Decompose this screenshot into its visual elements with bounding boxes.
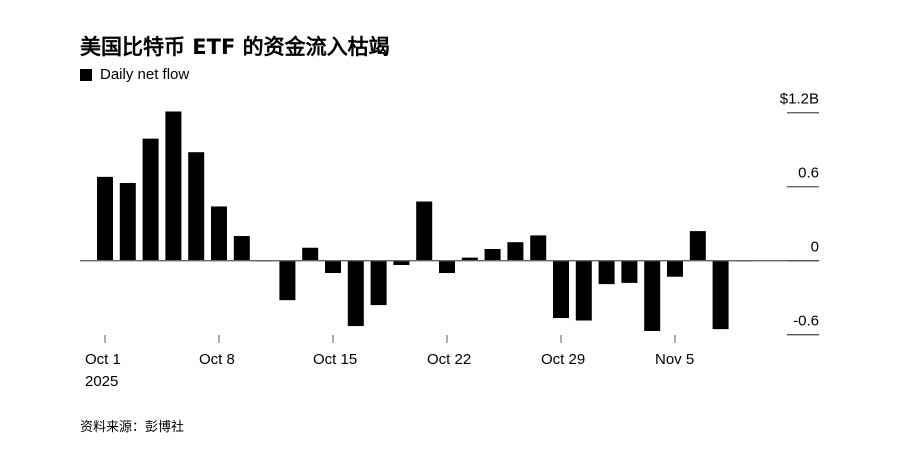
bar-2025-10-21 <box>416 201 433 261</box>
bar-2025-11-07 <box>712 260 729 330</box>
bar-2025-10-30 <box>575 260 592 321</box>
y-tick-label: -0.6 <box>793 313 819 330</box>
chart-title: 美国比特币 ETF 的资金流入枯竭 <box>80 35 390 59</box>
x-tick-label: Oct 15 <box>313 351 357 368</box>
bar-2025-10-24 <box>484 248 501 261</box>
source-note: 资料来源：彭博社 <box>80 420 185 435</box>
bar-2025-10-07 <box>188 152 205 261</box>
bar-2025-10-20 <box>393 260 410 266</box>
x-tick-label: Oct 1 <box>85 351 121 368</box>
bar-2025-10-16 <box>347 260 364 327</box>
bar-2025-10-23 <box>461 257 478 261</box>
x-tick-label: Oct 22 <box>427 351 471 368</box>
bar-2025-10-22 <box>439 260 455 274</box>
legend-swatch <box>80 68 92 81</box>
legend-label: Daily net flow <box>100 66 190 83</box>
bar-2025-10-29 <box>553 260 569 319</box>
bar-2025-11-03 <box>621 260 638 283</box>
legend: Daily net flow <box>80 66 189 83</box>
y-tick-label: 0 <box>811 239 819 256</box>
bar-2025-10-27 <box>507 242 524 261</box>
bar-2025-10-31 <box>598 260 615 285</box>
bar-2025-10-14 <box>302 247 319 261</box>
bar-2025-11-06 <box>689 231 706 261</box>
bar-2025-10-17 <box>370 260 387 306</box>
x-tick-sublabel: 2025 <box>85 373 118 390</box>
bar-2025-11-04 <box>644 260 661 331</box>
x-tick-label: Nov 5 <box>655 351 694 368</box>
y-tick-label: 0.6 <box>798 165 819 182</box>
bar-2025-10-06 <box>165 111 182 261</box>
bar-2025-10-09 <box>233 236 250 261</box>
y-tick-label: $1.2B <box>780 91 819 108</box>
x-tick-label: Oct 29 <box>541 351 585 368</box>
bar-2025-10-28 <box>530 235 547 261</box>
bar-2025-10-02 <box>119 183 136 261</box>
bar-2025-10-03 <box>142 138 159 261</box>
x-tick-label: Oct 8 <box>199 351 235 368</box>
bar-2025-10-08 <box>211 206 227 261</box>
bar-2025-10-01 <box>97 176 113 261</box>
bar-2025-11-05 <box>667 260 683 277</box>
bar-2025-10-13 <box>279 260 296 301</box>
bar-2025-10-15 <box>325 260 341 274</box>
